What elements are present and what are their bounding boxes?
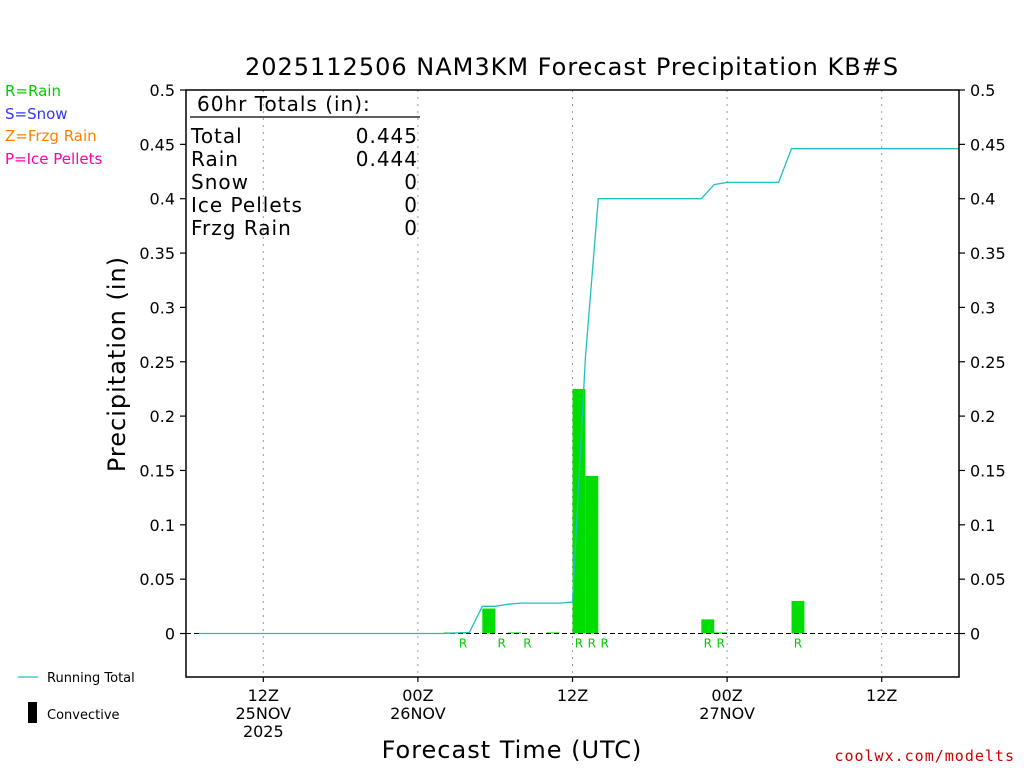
precip-bar (546, 632, 560, 634)
y-axis-label: Precipitation (in) (103, 256, 131, 472)
y-axis-left: 0 0.05 0.1 0.15 0.2 0.25 0.3 0.35 0.4 0.45 0.5 (139, 81, 186, 644)
y-tick-label: 0.1 (150, 516, 175, 535)
precip-bar (585, 475, 599, 634)
ptype-label: R (704, 637, 712, 651)
convective-legend-label: Convective (47, 708, 120, 723)
y-tick-label: 0.05 (139, 570, 175, 589)
credit-text: coolwx.com/modelts (834, 747, 1015, 765)
running-total-legend-label: Running Total (47, 671, 135, 686)
x-tick-label: 2025 (243, 722, 284, 741)
y-tick-label-right: 0.15 (970, 461, 1006, 480)
x-axis-label: Forecast Time (UTC) (382, 736, 643, 764)
ptype-label: R (459, 637, 467, 651)
totals-label: Total (190, 124, 243, 148)
totals-header: 60hr Totals (in): (197, 92, 371, 116)
ptype-label: R (523, 637, 531, 651)
y-tick-label: 0.15 (139, 461, 175, 480)
series-legend: Running Total Convective (18, 671, 135, 723)
totals-label: Rain (191, 147, 239, 171)
y-tick-label-right: 0.4 (970, 190, 995, 209)
precip-bar (572, 388, 586, 634)
x-tick-label: 00Z (711, 686, 742, 705)
precip-bar (508, 632, 521, 634)
precip-bar (701, 619, 715, 634)
x-tick-label: 00Z (402, 686, 433, 705)
precip-bar (714, 632, 728, 634)
precip-bars (443, 388, 805, 634)
chart-title: 2025112506 NAM3KM Forecast Precipitation… (245, 53, 899, 81)
ptype-label: R (575, 637, 583, 651)
y-tick-label: 0.2 (150, 407, 175, 426)
ptype-label: R (497, 637, 505, 651)
ptype-label: R (588, 637, 596, 651)
totals-value: 0 (404, 170, 418, 194)
x-tick-label: 25NOV (236, 704, 292, 723)
y-tick-label-right: 0.2 (970, 407, 995, 426)
y-tick-label-right: 0.25 (970, 353, 1006, 372)
y-tick-label-right: 0.3 (970, 298, 995, 317)
y-tick-label-right: 0.35 (970, 244, 1006, 263)
x-tick-label: 27NOV (699, 704, 755, 723)
x-tick-label: 26NOV (390, 704, 446, 723)
y-tick-label: 0.5 (150, 81, 175, 100)
legend-frzg-rain: Z=Frzg Rain (5, 127, 97, 145)
y-tick-label: 0.4 (150, 190, 175, 209)
totals-value: 0.444 (356, 147, 418, 171)
running-total-line (198, 148, 959, 635)
legend-snow: S=Snow (5, 105, 68, 123)
y-axis-right: 0 0.05 0.1 0.15 0.2 0.25 0.3 0.35 0.4 0.45 0.5 (959, 81, 1006, 644)
x-tick-label: 12Z (557, 686, 588, 705)
ptype-label: R (716, 637, 724, 651)
y-tick-label: 0.35 (139, 244, 175, 263)
y-tick-label-right: 0 (970, 625, 980, 644)
totals-value: 0 (404, 193, 418, 217)
x-tick-label: 12Z (248, 686, 279, 705)
x-tick-label: 12Z (866, 686, 897, 705)
totals-value: 0.445 (356, 124, 418, 148)
ptype-legend: R=Rain S=Snow Z=Frzg Rain P=Ice Pellets (5, 82, 102, 168)
y-tick-label: 0 (165, 625, 175, 644)
totals-label: Ice Pellets (191, 193, 303, 217)
y-tick-label: 0.45 (139, 135, 175, 154)
y-tick-label-right: 0.05 (970, 570, 1006, 589)
legend-ice-pellets: P=Ice Pellets (5, 150, 102, 168)
totals-box: 60hr Totals (in): Total 0.445 Rain 0.444… (190, 92, 420, 240)
ptype-label: R (794, 637, 802, 651)
ptype-label: R (601, 637, 609, 651)
y-tick-label-right: 0.45 (970, 135, 1006, 154)
totals-label: Frzg Rain (191, 216, 292, 240)
precip-bar (482, 608, 496, 634)
precip-bar (791, 600, 805, 634)
y-tick-label-right: 0.1 (970, 516, 995, 535)
y-tick-label: 0.25 (139, 353, 175, 372)
totals-value: 0 (404, 216, 418, 240)
totals-label: Snow (191, 170, 249, 194)
convective-swatch (28, 702, 37, 723)
y-tick-label-right: 0.5 (970, 81, 995, 100)
legend-rain: R=Rain (5, 82, 61, 100)
y-tick-label: 0.3 (150, 298, 175, 317)
